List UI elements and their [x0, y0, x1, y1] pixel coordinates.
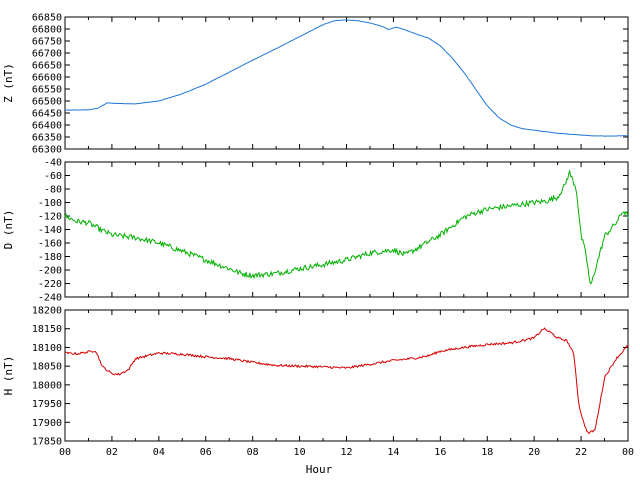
- x-tick-label: 20: [528, 447, 540, 458]
- y-axis-title: D (nT): [2, 210, 15, 250]
- y-tick-label: 66550: [32, 85, 62, 96]
- x-tick-label: 18: [481, 447, 493, 458]
- y-tick-label: 18000: [32, 380, 62, 391]
- series-line: [64, 19, 629, 137]
- y-tick-label: 66850: [32, 13, 62, 24]
- y-tick-label: 18100: [32, 343, 62, 354]
- y-tick-label: 66450: [32, 109, 62, 120]
- x-tick-label: 12: [340, 447, 352, 458]
- x-tick-label: 10: [294, 447, 306, 458]
- x-tick-label: 06: [200, 447, 212, 458]
- x-tick-label: 02: [106, 447, 118, 458]
- y-tick-label: -100: [38, 198, 62, 209]
- y-tick-label: 66600: [32, 73, 62, 84]
- z-component-panel: 6630066350664006645066500665506660066650…: [2, 13, 629, 156]
- y-tick-label: -120: [38, 212, 62, 223]
- y-tick-label: 66300: [32, 145, 62, 156]
- x-tick-label: 14: [387, 447, 399, 458]
- y-tick-label: 66400: [32, 121, 62, 132]
- h-component-panel: 1785017900179501800018050181001815018200…: [2, 306, 634, 459]
- y-axis-title: H (nT): [2, 356, 15, 396]
- y-tick-label: -180: [38, 252, 62, 263]
- plot-frame: [64, 16, 629, 150]
- series-line: [64, 169, 629, 285]
- y-tick-label: 18150: [32, 324, 62, 335]
- y-tick-label: 18200: [32, 306, 62, 317]
- y-tick-label: 66650: [32, 61, 62, 72]
- x-tick-label: 22: [575, 447, 587, 458]
- y-tick-label: 66350: [32, 133, 62, 144]
- y-tick-label: -40: [44, 158, 62, 169]
- x-tick-label: 04: [153, 447, 165, 458]
- d-component-panel: -240 -220 -200 -180 -160 -140 -120 -100 -80 -60 -4…: [2, 158, 629, 304]
- series-line: [64, 327, 629, 435]
- y-tick-label: 18050: [32, 362, 62, 373]
- y-tick-label: -60: [44, 171, 62, 182]
- y-tick-label: 66750: [32, 37, 62, 48]
- y-tick-label: -160: [38, 239, 62, 250]
- plot-frame: [64, 161, 629, 298]
- y-tick-label: 17850: [32, 437, 62, 448]
- x-tick-label: 00: [59, 447, 71, 458]
- y-tick-label: -140: [38, 225, 62, 236]
- y-tick-label: 66500: [32, 97, 62, 108]
- y-tick-label: -80: [44, 185, 62, 196]
- y-tick-label: -240: [38, 293, 62, 304]
- y-axis-title: Z (nT): [2, 63, 15, 103]
- y-tick-label: -200: [38, 266, 62, 277]
- y-tick-label: 66800: [32, 25, 62, 36]
- y-tick-label: 17950: [32, 399, 62, 410]
- x-axis-title: Hour: [306, 463, 333, 476]
- x-tick-label: 00: [622, 447, 634, 458]
- x-tick-label: 08: [247, 447, 259, 458]
- y-tick-label: -220: [38, 279, 62, 290]
- y-tick-label: 17900: [32, 418, 62, 429]
- y-tick-label: 66700: [32, 49, 62, 60]
- x-tick-label: 16: [434, 447, 446, 458]
